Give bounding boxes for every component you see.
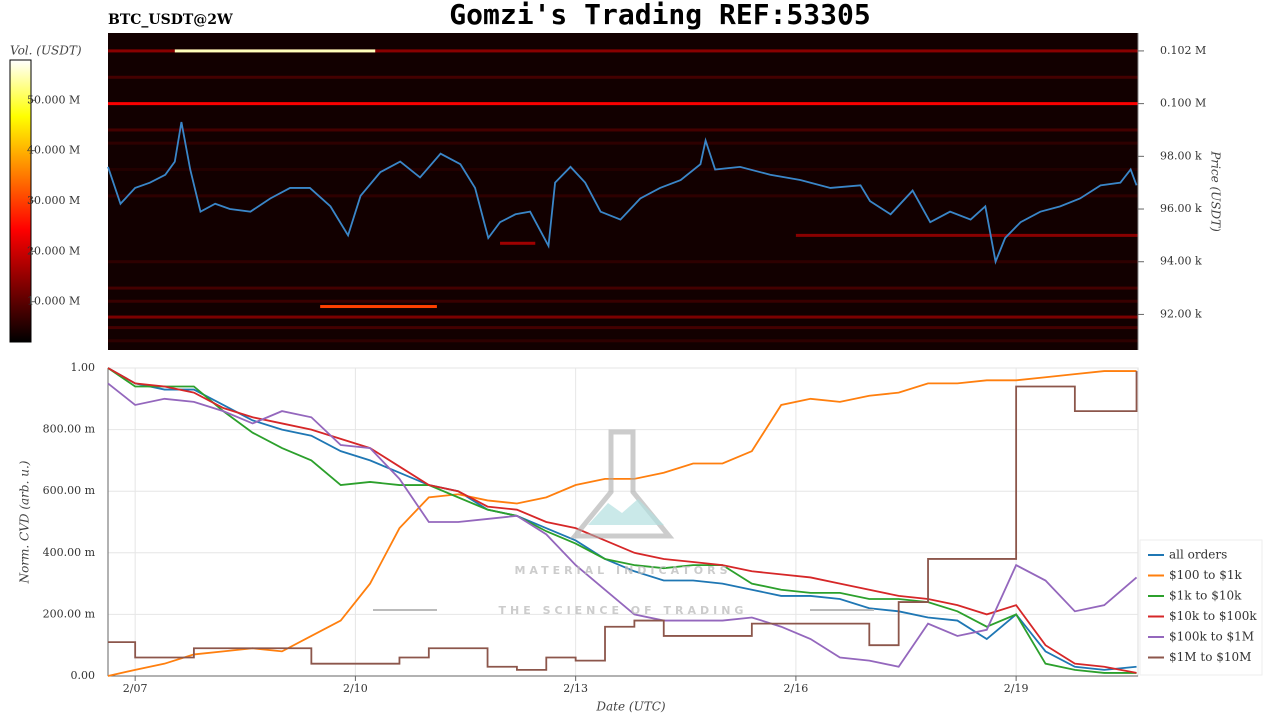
watermark-name: MATERIAL INDICATORS bbox=[514, 564, 731, 577]
series-line bbox=[107, 382, 1138, 668]
volume-band bbox=[320, 305, 437, 309]
colorbar-label: Vol. (USDT) bbox=[10, 44, 82, 58]
chart-layer: BTC_USDT@2W 92.00 k 94.00 k 96.00 k 98.00 k 0… bbox=[10, 12, 1263, 714]
flask-icon bbox=[569, 429, 675, 539]
series-line bbox=[107, 370, 1137, 677]
y-tick-label: 0.00 bbox=[71, 669, 96, 682]
series-line bbox=[107, 121, 1138, 265]
y-tick-label: 92.00 k bbox=[1160, 307, 1202, 320]
colorbar-tick-label: 30.000 M bbox=[27, 194, 80, 207]
volume-band bbox=[108, 102, 1138, 106]
volume-band bbox=[108, 286, 1138, 290]
legend-label: all orders bbox=[1169, 548, 1227, 562]
watermark-tagline: THE SCIENCE OF TRADING bbox=[499, 604, 748, 617]
volume-band bbox=[108, 326, 1138, 330]
volume-band bbox=[108, 49, 1138, 53]
x-tick-label: 2/13 bbox=[563, 682, 588, 695]
legend-label: $10k to $100k bbox=[1169, 609, 1257, 623]
x-tick-label: 2/07 bbox=[123, 682, 148, 695]
series-line bbox=[107, 367, 1137, 674]
volume-band bbox=[108, 128, 1138, 132]
y-tick-label: 0.100 M bbox=[1160, 97, 1206, 110]
x-tick-label: 2/10 bbox=[343, 682, 368, 695]
series-line bbox=[108, 371, 1138, 671]
y-tick-label: 200.00 m bbox=[43, 607, 96, 620]
volume-band bbox=[108, 315, 1138, 319]
y-tick-label: 800.00 m bbox=[43, 423, 96, 436]
volume-band bbox=[795, 233, 1138, 237]
x-axis-label: Date (UTC) bbox=[595, 700, 665, 714]
volume-band bbox=[108, 260, 1138, 264]
legend-label: $100k to $1M bbox=[1169, 630, 1254, 644]
y-tick-label: 600.00 m bbox=[43, 484, 96, 497]
volume-band bbox=[108, 167, 1138, 171]
colorbar-tick-label: 20.000 M bbox=[27, 244, 80, 257]
y-tick-label: 0.102 M bbox=[1160, 44, 1206, 57]
series-line bbox=[107, 367, 1137, 674]
y-tick-label: 96.00 k bbox=[1160, 202, 1202, 215]
legend-label: $1k to $10k bbox=[1169, 589, 1242, 603]
chart-title: BTC_USDT@2W bbox=[108, 12, 233, 28]
series-line bbox=[107, 367, 1137, 671]
y-axis-label: Norm. CVD (arb. u.) bbox=[18, 460, 32, 584]
colorbar-tick-label: 50.000 M bbox=[27, 93, 80, 106]
volume-band bbox=[108, 299, 1138, 303]
x-tick-label: 2/19 bbox=[1004, 682, 1029, 695]
legend-box bbox=[1139, 539, 1263, 676]
y-axis-label: Price (USDT) bbox=[1209, 150, 1223, 232]
y-tick-label: 1.00 bbox=[71, 361, 96, 374]
watermark bbox=[373, 429, 874, 611]
volume-band bbox=[108, 194, 1138, 198]
y-tick-label: 94.00 k bbox=[1160, 255, 1202, 268]
x-tick-label: 2/16 bbox=[784, 682, 809, 695]
volume-band bbox=[174, 49, 376, 53]
colorbar-tick-label: 10.000 M bbox=[27, 295, 80, 308]
colorbar-tick-label: 40.000 M bbox=[27, 144, 80, 157]
legend-label: $1M to $10M bbox=[1169, 650, 1251, 664]
volume-band bbox=[500, 241, 536, 245]
volume-band bbox=[108, 141, 1138, 145]
heatmap-bg bbox=[108, 33, 1138, 350]
page-title: Gomzi's Trading REF:53305 bbox=[449, 0, 870, 31]
volume-band bbox=[108, 339, 1138, 343]
legend-label: $100 to $1k bbox=[1169, 568, 1242, 582]
y-tick-label: 400.00 m bbox=[43, 546, 96, 559]
flask-liquid bbox=[588, 499, 664, 525]
y-tick-label: 98.00 k bbox=[1160, 149, 1202, 162]
volume-band bbox=[108, 75, 1138, 79]
